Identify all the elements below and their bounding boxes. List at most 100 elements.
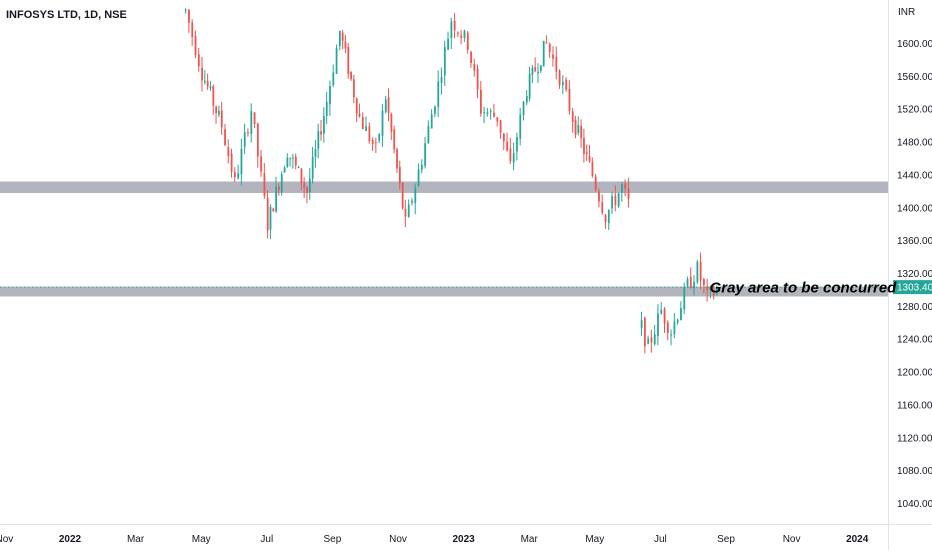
candle-body [689,276,692,288]
candle-body [693,281,695,289]
candle-body [614,195,617,206]
candle-body [303,183,306,188]
candle-body [243,132,246,147]
x-tick-label: Jul [654,534,667,545]
last-price-tag-text: 1303.40 [897,283,932,294]
x-tick-label: Mar [127,534,145,545]
candle-body [703,279,705,286]
candle-body [650,337,653,343]
candle-body [300,168,303,184]
candle-body [594,176,597,190]
candle-body [683,286,686,310]
y-tick-label: 1200.00 [897,368,932,379]
candle-body [263,173,266,196]
candle-body [604,214,607,223]
candle-body [531,67,534,75]
candle-body [627,188,630,200]
y-tick-label: 1560.00 [897,72,932,83]
x-tick-label: 2023 [452,534,475,545]
candle-body [314,148,317,158]
candle-body [552,54,554,59]
candle-body [447,38,449,50]
candle-body [709,287,712,290]
x-tick-label: 2022 [59,534,82,545]
candle-body [463,30,466,38]
candle-body [427,126,430,143]
candle-body [358,113,361,117]
candle-body [378,134,381,141]
candle-body [601,202,604,213]
candle-body [341,32,344,41]
candle-body [525,96,528,103]
candle-body [266,198,269,231]
candle-body [434,106,436,114]
candle-body [470,51,472,64]
annotation-text: Gray area to be concurred [710,280,898,297]
candle-body [317,130,320,149]
candle-body [598,191,600,202]
candles-layer [184,8,718,354]
candle-body [404,208,407,217]
candle-body [440,77,443,84]
candle-body [361,116,364,130]
candle-body [256,123,259,157]
zones-layer [0,181,888,297]
y-tick-label: 1160.00 [897,400,932,411]
candle-body [240,148,243,175]
x-tick-label: Nov [0,534,13,545]
candle-body [286,157,289,167]
candle-body [396,149,398,169]
candle-body [206,81,209,87]
candle-body [332,72,335,86]
candle-body [542,40,545,67]
candle-body [512,153,515,163]
candle-body [663,308,666,324]
candle-body [644,317,646,347]
candle-body [666,322,669,334]
candle-body [414,187,417,203]
candle-body [670,334,673,336]
x-tick-label: Nov [783,534,801,545]
candle-body [676,319,679,323]
candle-body [496,117,499,122]
candle-body [278,186,280,191]
candle-body [387,97,390,113]
candle-body [197,54,200,67]
candle-body [696,261,699,283]
candle-body [424,143,427,166]
candle-body [486,112,489,115]
candle-body [680,308,682,321]
y-tick-label: 1240.00 [897,335,932,346]
candle-body [289,157,292,159]
candle-body [453,20,456,31]
candle-body [558,70,561,86]
candle-body [292,157,294,159]
candle-body [640,320,643,328]
candle-body [344,41,347,49]
candle-body [247,132,249,134]
y-tick-label: 1600.00 [897,39,932,50]
candle-body [647,338,650,344]
candle-body [306,187,308,193]
candle-body [607,210,610,223]
candle-body [653,334,656,345]
candle-body [591,161,594,177]
candle-body [545,42,548,44]
candle-body [308,178,311,192]
candle-body [493,112,495,117]
candle-body [297,166,300,168]
candle-body [588,156,591,162]
candle-body [509,148,512,162]
candle-body [420,164,423,170]
candle-body [325,102,328,116]
candle-body [335,48,338,74]
candle-body [237,173,240,179]
candle-body [660,309,663,314]
candle-body [457,32,459,34]
candle-body [253,112,256,124]
candle-body [280,174,283,193]
candle-body [398,166,401,184]
